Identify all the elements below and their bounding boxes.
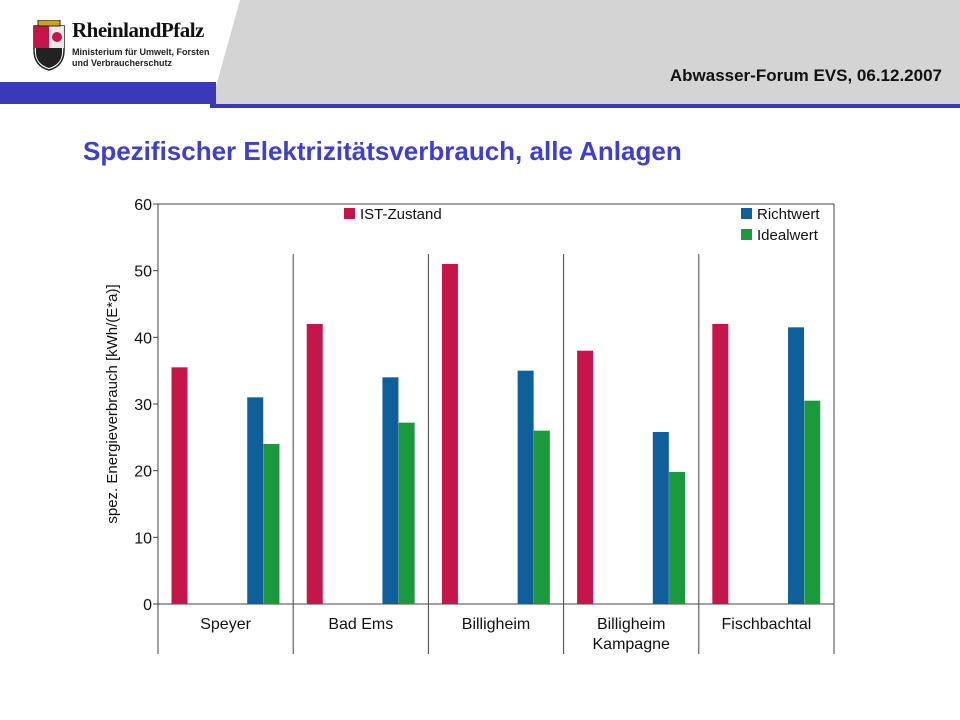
coat-of-arms-icon: [33, 20, 65, 71]
header-blue-line: [210, 104, 960, 108]
bar-idealwert-0: [263, 444, 280, 604]
logo-subtitle: Ministerium für Umwelt, Forsten und Verb…: [72, 47, 212, 69]
bar-ist-zustand-2: [441, 264, 458, 604]
logo-subtitle-line2: und Verbraucherschutz: [72, 58, 173, 68]
x-category-label: Speyer: [200, 616, 251, 633]
header-grey-band: [210, 0, 960, 108]
x-category-label: Billigheim: [462, 616, 530, 633]
bar-richtwert-2: [517, 370, 534, 604]
logo-name: RheinlandPfalz: [72, 18, 204, 42]
bar-richtwert-0: [247, 397, 264, 604]
y-tick-label: 60: [134, 197, 152, 214]
bar-ist-zustand-4: [712, 324, 729, 604]
bar-richtwert-1: [382, 377, 399, 604]
x-category-label: Billigheim: [597, 616, 665, 633]
bar-idealwert-1: [398, 422, 415, 604]
legend-swatch: [741, 229, 752, 240]
legend-swatch: [344, 208, 355, 219]
bar-idealwert-3: [669, 472, 686, 604]
bar-ist-zustand-0: [171, 367, 188, 604]
logo-subtitle-line1: Ministerium für Umwelt, Forsten: [72, 47, 210, 57]
header-background: [0, 0, 960, 108]
y-tick-label: 50: [134, 264, 152, 281]
x-category-label: Kampagne: [593, 636, 670, 653]
y-tick-label: 40: [134, 330, 152, 347]
y-tick-label: 10: [134, 530, 152, 547]
page-title: Spezifischer Elektrizitätsverbrauch, all…: [83, 136, 682, 166]
bar-idealwert-2: [533, 430, 550, 604]
x-category-label: Bad Ems: [328, 616, 393, 633]
legend-label: Idealwert: [757, 227, 819, 244]
bar-richtwert-4: [788, 327, 805, 604]
legend-label: Richtwert: [757, 206, 820, 223]
legend-label: IST-Zustand: [360, 206, 442, 223]
y-tick-label: 30: [134, 397, 152, 414]
header-blue-bar: [0, 82, 216, 104]
x-category-label: Fischbachtal: [721, 616, 811, 633]
bar-ist-zustand-1: [306, 324, 323, 604]
y-tick-label: 0: [143, 597, 152, 614]
event-label: Abwasser-Forum EVS, 06.12.2007: [669, 66, 942, 85]
bar-ist-zustand-3: [577, 350, 594, 604]
legend-swatch: [741, 208, 752, 219]
y-axis-label: spez. Energieverbrauch [kWh/(E*a)]: [104, 284, 121, 523]
bar-richtwert-3: [652, 432, 669, 604]
y-tick-label: 20: [134, 464, 152, 481]
ministry-logo: RheinlandPfalz Ministerium für Umwelt, F…: [30, 18, 210, 78]
bar-idealwert-4: [804, 400, 821, 604]
